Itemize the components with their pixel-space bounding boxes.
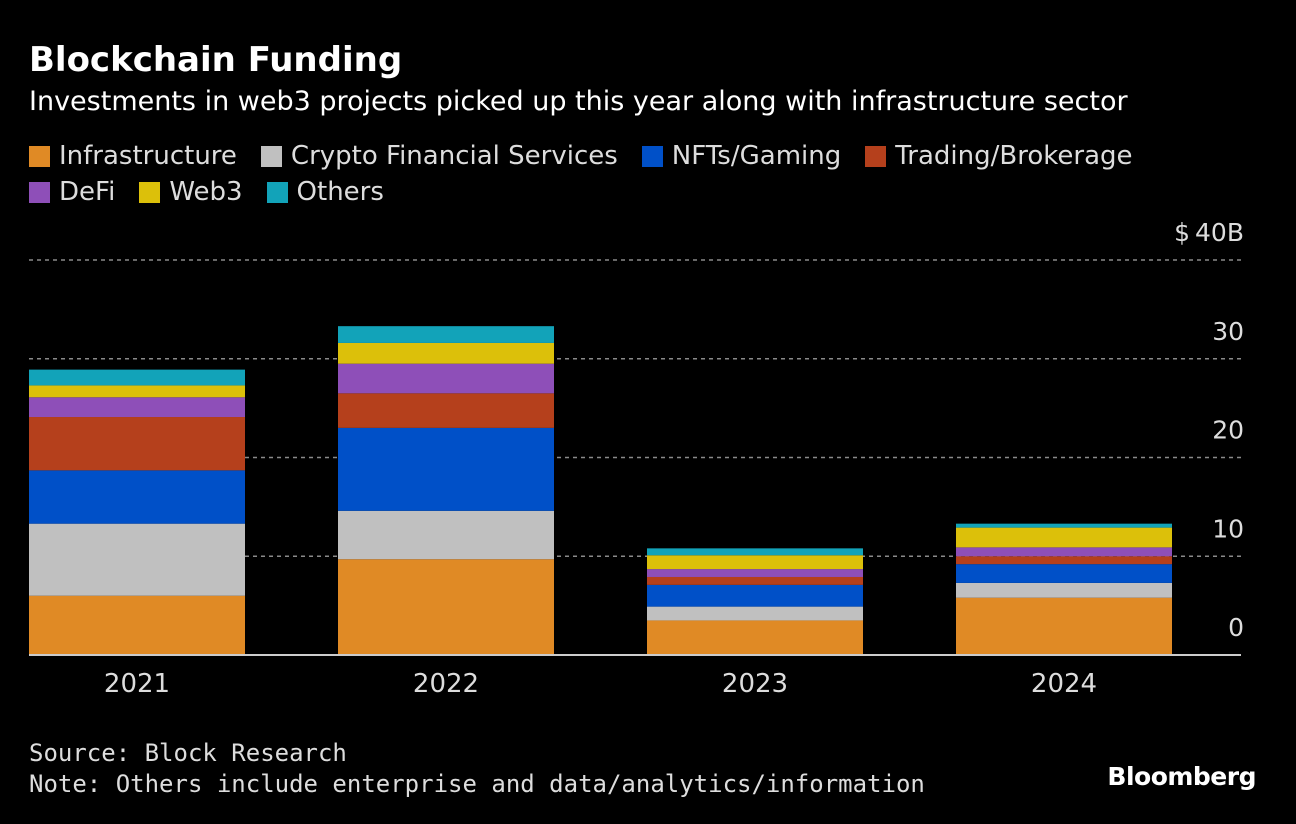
bar-2022-others (338, 326, 554, 343)
legend-label-web3: Web3 (169, 177, 243, 207)
legend-swatch-defi (29, 181, 50, 203)
legend-swatch-trading-brokerage (865, 145, 887, 167)
y-tick-label-0: 0 (1228, 613, 1244, 642)
bar-2024-defi (956, 547, 1172, 557)
bloomberg-logo: Bloomberg (1107, 762, 1256, 791)
x-tick-label-2024: 2024 (1031, 669, 1097, 699)
legend-label-infrastructure: Infrastructure (59, 141, 237, 171)
bar-2022-defi (338, 363, 554, 394)
legend-row-1: Infrastructure Crypto Financial Services… (29, 138, 1259, 174)
source-note: Source: Block Research (29, 739, 347, 767)
legend-swatch-crypto-financial-services (260, 145, 282, 167)
legend-item-infrastructure: Infrastructure (29, 141, 237, 171)
bars (29, 326, 1172, 655)
legend-row-2: DeFi Web3 Others (29, 174, 1259, 210)
bar-2023-crypto-financial-services (647, 606, 863, 621)
bar-2024-nfts-gaming (956, 564, 1172, 583)
legend-item-trading-brokerage: Trading/Brokerage (865, 141, 1133, 171)
bar-2023-nfts-gaming (647, 584, 863, 607)
bar-2022-trading-brokerage (338, 393, 554, 428)
bar-2023-web3 (647, 555, 863, 570)
bar-2024-others (956, 523, 1172, 528)
bar-2023-trading-brokerage (647, 576, 863, 585)
chart-title: Blockchain Funding (29, 40, 403, 80)
bar-2022-web3 (338, 342, 554, 364)
bar-2024-infrastructure (956, 597, 1172, 655)
legend-label-defi: DeFi (59, 177, 116, 207)
legend-label-nfts-gaming: NFTs/Gaming (671, 141, 842, 171)
bar-2022-crypto-financial-services (338, 510, 554, 560)
legend-item-crypto-financial-services: Crypto Financial Services (260, 141, 618, 171)
bar-2021-nfts-gaming (29, 470, 245, 524)
legend-label-trading-brokerage: Trading/Brokerage (895, 141, 1133, 171)
y-tick-label-20: 20 (1212, 416, 1244, 445)
legend: Infrastructure Crypto Financial Services… (29, 138, 1259, 210)
y-tick-label-30: 30 (1212, 317, 1244, 346)
legend-item-defi: DeFi (29, 177, 115, 207)
bar-2022-nfts-gaming (338, 427, 554, 511)
legend-item-nfts-gaming: NFTs/Gaming (641, 141, 842, 171)
chart-footer: Source: Block Research Note: Others incl… (29, 738, 925, 800)
bar-2021-web3 (29, 385, 245, 398)
bar-2023-defi (647, 569, 863, 577)
bar-2021-infrastructure (29, 595, 245, 655)
bar-2024-trading-brokerage (956, 556, 1172, 565)
chart-subtitle: Investments in web3 projects picked up t… (29, 86, 1128, 117)
legend-label-others: Others (296, 177, 384, 207)
legend-swatch-nfts-gaming (641, 145, 663, 167)
y-tick-label-10: 10 (1212, 514, 1244, 543)
bar-2023-infrastructure (647, 620, 863, 655)
legend-item-others: Others (266, 177, 384, 207)
legend-swatch-infrastructure (29, 145, 50, 167)
bar-2021-defi (29, 397, 245, 418)
bar-2024-crypto-financial-services (956, 582, 1172, 598)
x-tick-label-2021: 2021 (104, 669, 170, 699)
bar-2021-trading-brokerage (29, 417, 245, 471)
legend-item-web3: Web3 (139, 177, 243, 207)
y-tick-label-40: $ 40B (1174, 218, 1244, 247)
bar-2021-crypto-financial-services (29, 523, 245, 596)
bar-2024-web3 (956, 527, 1172, 548)
footnote: Note: Others include enterprise and data… (29, 770, 925, 798)
legend-swatch-web3 (139, 181, 161, 203)
legend-label-crypto-financial-services: Crypto Financial Services (290, 141, 618, 171)
axes: 0 10 20 30 $ 40B 2021 2022 2023 2024 (29, 218, 1244, 699)
bar-2022-infrastructure (338, 559, 554, 655)
x-tick-label-2022: 2022 (413, 669, 479, 699)
bar-2021-others (29, 369, 245, 386)
legend-swatch-others (266, 181, 288, 203)
bar-2023-others (647, 548, 863, 556)
x-tick-label-2023: 2023 (722, 669, 788, 699)
